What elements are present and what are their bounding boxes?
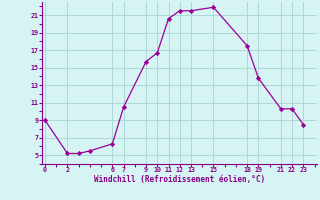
X-axis label: Windchill (Refroidissement éolien,°C): Windchill (Refroidissement éolien,°C): [94, 175, 265, 184]
